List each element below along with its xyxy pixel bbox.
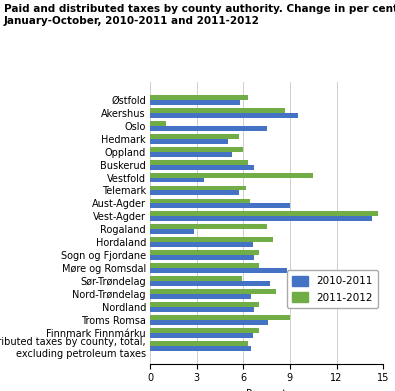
Bar	[150, 242, 253, 247]
Bar	[150, 268, 287, 273]
Bar	[150, 276, 242, 281]
Bar	[150, 328, 259, 333]
Bar	[150, 216, 372, 221]
Text: Paid and distributed taxes by county authority. Change in per cent,
January-Octo: Paid and distributed taxes by county aut…	[4, 4, 395, 25]
Bar	[150, 255, 254, 260]
Bar	[150, 95, 248, 100]
Bar	[150, 224, 267, 230]
Bar	[150, 302, 259, 307]
Bar	[150, 100, 240, 105]
Bar	[150, 212, 378, 216]
Bar	[150, 263, 259, 268]
Bar	[150, 250, 259, 255]
Bar	[150, 307, 254, 312]
Legend: 2010-2011, 2011-2012: 2010-2011, 2011-2012	[287, 271, 378, 308]
Bar	[150, 199, 250, 203]
Bar	[150, 172, 313, 178]
Bar	[150, 289, 276, 294]
Bar	[150, 230, 194, 234]
Bar	[150, 237, 273, 242]
Bar	[150, 281, 270, 286]
Bar	[150, 190, 239, 196]
X-axis label: Per cent: Per cent	[246, 389, 287, 391]
Bar	[150, 126, 267, 131]
Bar	[150, 315, 290, 320]
Bar	[150, 333, 253, 338]
Bar	[150, 113, 298, 118]
Bar	[150, 139, 228, 143]
Bar	[150, 186, 246, 190]
Bar	[150, 147, 243, 152]
Bar	[150, 294, 251, 299]
Bar	[150, 152, 232, 156]
Bar	[150, 108, 285, 113]
Bar	[150, 320, 268, 325]
Bar	[150, 346, 251, 351]
Bar	[150, 178, 205, 183]
Bar	[150, 165, 254, 170]
Bar	[150, 341, 248, 346]
Bar	[150, 121, 166, 126]
Bar	[150, 160, 248, 165]
Bar	[150, 203, 290, 208]
Bar	[150, 134, 239, 139]
